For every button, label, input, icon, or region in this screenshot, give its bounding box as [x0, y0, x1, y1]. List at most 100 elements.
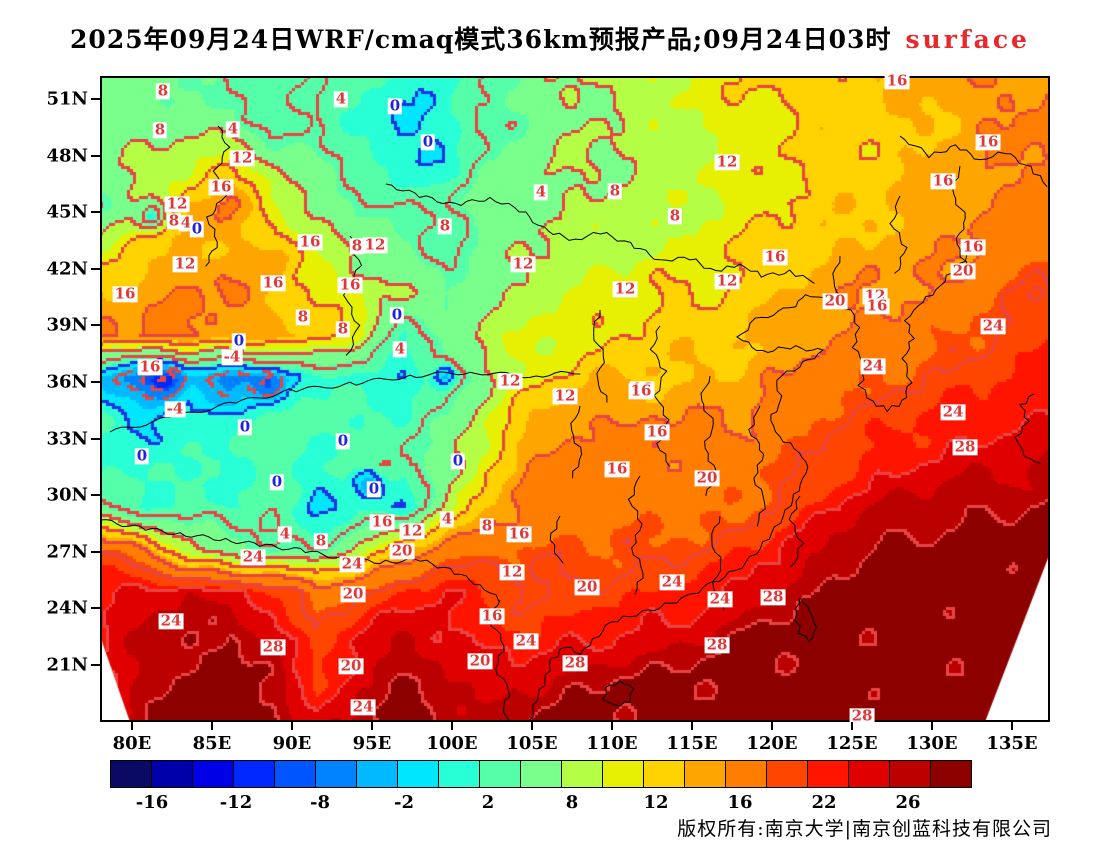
contour-label: 8 [667, 206, 683, 225]
contour-label: 28 [952, 437, 978, 456]
colorbar-cell [315, 760, 357, 788]
contour-label: 20 [338, 656, 364, 675]
contour-label: 12 [714, 271, 740, 290]
contour-label: 16 [960, 237, 986, 256]
colorbar-tick-label: 26 [895, 792, 921, 813]
colorbar-tick-label: 2 [481, 792, 495, 813]
contour-label: 12 [612, 279, 638, 298]
contour-label: 12 [229, 148, 255, 167]
y-axis-label: 36N [46, 371, 88, 393]
colorbar-cell [889, 760, 931, 788]
contour-label: 28 [562, 653, 588, 672]
contour-label: 12 [164, 194, 190, 213]
page-title: 2025年09月24日WRF/cmaq模式36km预报产品;09月24日03时 s… [0, 20, 1100, 56]
x-axis-label: 95E [352, 733, 392, 754]
contour-label: 16 [297, 232, 323, 251]
contour-label: 8 [295, 307, 311, 326]
x-axis-tick [211, 722, 213, 730]
contour-label: 0 [420, 132, 436, 151]
contour-label: 20 [822, 291, 848, 310]
contour-label: 4 [392, 339, 408, 358]
contour-label: 12 [510, 254, 536, 273]
contour-label: 4 [439, 509, 455, 528]
contour-label: 8 [166, 211, 182, 230]
x-axis-label: 85E [192, 733, 232, 754]
x-axis-label: 90E [272, 733, 312, 754]
contour-label: 16 [208, 177, 234, 196]
contour-label: 0 [231, 331, 247, 350]
y-axis-label: 39N [46, 314, 88, 336]
y-axis-tick [91, 154, 100, 157]
y-axis-tick [91, 267, 100, 270]
contour-label: 8 [479, 516, 495, 535]
colorbar-cell [766, 760, 808, 788]
contour-label: 16 [864, 296, 890, 315]
x-axis-tick [371, 722, 373, 730]
contour-label: 12 [714, 152, 740, 171]
colorbar-cell [356, 760, 398, 788]
colorbar-cell [479, 760, 521, 788]
x-axis-label: 105E [506, 733, 558, 754]
contour-label: 0 [389, 305, 405, 324]
x-axis-tick [851, 722, 853, 730]
y-axis-label: 48N [46, 145, 88, 167]
contour-label: -4 [164, 399, 186, 418]
y-axis-tick [91, 664, 100, 666]
colorbar [110, 760, 972, 788]
contour-label: 20 [694, 468, 720, 487]
contour-label: 16 [604, 459, 630, 478]
contour-label: 24 [980, 316, 1006, 335]
colorbar-cell [192, 760, 234, 788]
contour-label: 16 [884, 71, 910, 90]
y-axis-tick [91, 211, 100, 214]
x-axis-label: 110E [586, 733, 638, 754]
y-axis-label: 33N [46, 428, 88, 450]
colorbar-tick-label: 22 [811, 792, 837, 813]
x-axis-label: 80E [112, 733, 152, 754]
contour-label: 4 [533, 182, 549, 201]
contour-label: 16 [137, 357, 163, 376]
contour-label: 8 [313, 531, 329, 550]
x-axis-tick [291, 722, 293, 730]
colorbar-cell [684, 760, 726, 788]
y-axis-tick [91, 494, 100, 497]
contour-label: 8 [335, 319, 351, 338]
contour-label: 12 [399, 521, 425, 540]
contour-label: 16 [762, 247, 788, 266]
contour-label: 0 [366, 479, 382, 498]
x-axis-tick [1011, 722, 1013, 730]
y-axis-tick [91, 550, 100, 553]
contour-label: 4 [225, 119, 241, 138]
contour-label: 16 [975, 132, 1001, 151]
contour-label: 20 [389, 541, 415, 560]
contour-label: 24 [350, 697, 376, 716]
y-axis-label: 27N [46, 541, 88, 563]
x-axis-label: 125E [826, 733, 878, 754]
contour-label: 16 [112, 284, 138, 303]
colorbar-cell [848, 760, 890, 788]
x-axis-tick [531, 722, 533, 730]
contour-label: 16 [644, 422, 670, 441]
contour-label: 8 [607, 181, 623, 200]
contour-label: 24 [240, 547, 266, 566]
title-text: 2025年09月24日WRF/cmaq模式36km预报产品;09月24日03时 [70, 25, 892, 54]
y-axis-label: 42N [46, 258, 88, 280]
colorbar-tick-label: 12 [643, 792, 669, 813]
contour-label: 24 [339, 554, 365, 573]
contour-label: 28 [849, 706, 875, 725]
y-axis-tick [91, 437, 100, 440]
colorbar-tick-label: 16 [727, 792, 753, 813]
contour-label: 0 [189, 219, 205, 238]
contour-label: 24 [513, 631, 539, 650]
x-axis-tick [771, 722, 773, 730]
colorbar-cell [602, 760, 644, 788]
colorbar-cell [110, 760, 152, 788]
colorbar-cell [438, 760, 480, 788]
colorbar-cell [274, 760, 316, 788]
colorbar-cell [725, 760, 767, 788]
contour-label: 0 [387, 96, 403, 115]
y-axis-label: 24N [46, 597, 88, 619]
colorbar-tick-label: -2 [394, 792, 414, 813]
contour-label: 0 [269, 472, 285, 491]
x-axis-label: 115E [666, 733, 718, 754]
